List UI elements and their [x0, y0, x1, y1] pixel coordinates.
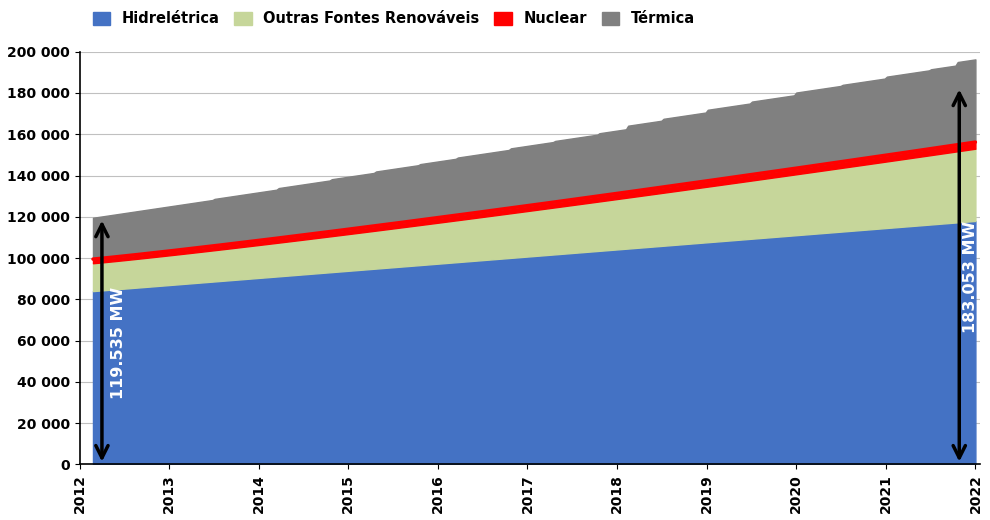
Legend: Hidrelétrica, Outras Fontes Renováveis, Nuclear, Térmica: Hidrelétrica, Outras Fontes Renováveis, …	[87, 5, 701, 32]
Text: 183.053 MW: 183.053 MW	[962, 220, 977, 333]
Text: 119.535 MW: 119.535 MW	[111, 287, 126, 399]
